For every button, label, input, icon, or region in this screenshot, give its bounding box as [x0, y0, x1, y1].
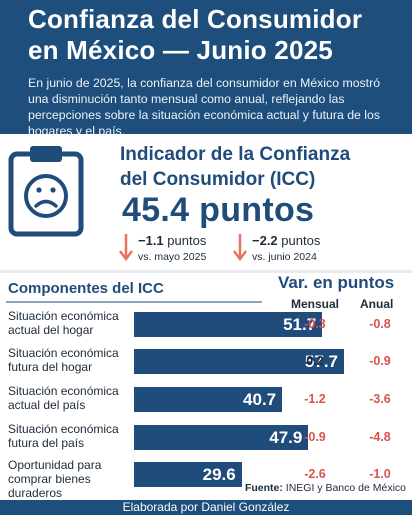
arrow-down-icon: [233, 234, 247, 262]
annual-variation-value: -3.6: [369, 392, 391, 406]
source-text: INEGI y Banco de México: [282, 482, 406, 494]
component-bar: [134, 425, 309, 450]
monthly-variation-value: -2.6: [304, 467, 326, 481]
component-label-line: duraderos: [8, 486, 63, 500]
source-note: Fuente: INEGI y Banco de México: [245, 482, 406, 494]
component-bar-value: 29.6: [202, 465, 236, 484]
footer-credit: Elaborada por Daniel González: [0, 500, 412, 515]
intro-description: En junio de 2025, la confianza del consu…: [28, 76, 381, 138]
monthly-change-unit: puntos: [167, 233, 207, 248]
component-label: Situación económica actual del hogar: [8, 309, 134, 337]
monthly-change-reference: vs. mayo 2025: [138, 251, 207, 263]
monthly-variation-value: -1.2: [304, 392, 326, 406]
annual-variation-value: -0.9: [369, 354, 391, 368]
component-label-line: actual del hogar: [8, 323, 94, 337]
annual-variation-value: -4.8: [369, 430, 391, 444]
annual-change-reference: vs. junio 2024: [252, 251, 317, 263]
icc-title-line-1: Indicador de la Confianza: [120, 144, 351, 165]
component-label: Situación económica futura del país: [8, 422, 134, 450]
component-label: Oportunidad para comprar bienes duraderos: [8, 458, 134, 500]
component-bar: [134, 387, 283, 412]
component-bar: [134, 462, 242, 487]
component-label-line: actual del país: [8, 398, 86, 412]
component-bar: [134, 349, 345, 374]
icc-value: 45.4 puntos: [122, 191, 315, 229]
component-label-line: Situación económica: [8, 384, 119, 398]
annual-change: −2.2 puntos vs. junio 2024: [232, 232, 352, 266]
sad-face-clipboard-icon: [8, 146, 84, 237]
title-line-1: Confianza del Consumidor: [28, 4, 363, 34]
page-title: Confianza del Consumidor en México — Jun…: [28, 4, 398, 66]
monthly-variation-value: -0.3: [304, 317, 326, 331]
component-label: Situación económica actual del país: [8, 384, 134, 412]
component-label-line: Situación económica: [8, 309, 119, 323]
component-label-line: futura del país: [8, 436, 85, 450]
annual-change-number: −2.2: [252, 233, 278, 248]
source-label: Fuente:: [244, 482, 283, 494]
component-label-line: comprar bienes: [8, 472, 91, 486]
monthly-change-value: −1.1 puntos: [138, 233, 206, 248]
component-bar-value: 57.7: [304, 352, 339, 371]
header-banner: Confianza del Consumidor en México — Jun…: [0, 0, 412, 138]
components-panel: Componentes del ICC Var. en puntos Mensu…: [0, 270, 412, 503]
component-bar-value: 47.9: [269, 428, 303, 447]
components-title: Componentes del ICC: [8, 280, 164, 297]
components-divider: [6, 301, 262, 303]
column-header-mensual: Mensual: [291, 297, 340, 311]
component-label-line: futura del hogar: [8, 360, 93, 374]
annual-variation-value: -0.8: [369, 317, 391, 331]
monthly-variation-value: 0.2: [306, 354, 324, 368]
title-line-2: en México — Junio 2025: [28, 35, 333, 65]
icc-panel: Indicador de la Confianza del Consumidor…: [0, 134, 412, 270]
icc-title-line-2: del Consumidor (ICC): [120, 169, 316, 190]
monthly-change-number: −1.1: [138, 233, 164, 248]
arrow-down-icon: [119, 234, 133, 262]
icc-title: Indicador de la Confianza del Consumidor…: [120, 142, 350, 192]
component-label-line: Oportunidad para: [8, 458, 102, 472]
component-label-line: Situación económica: [8, 346, 119, 360]
component-label-line: Situación económica: [8, 422, 119, 436]
monthly-change: −1.1 puntos vs. mayo 2025: [118, 232, 228, 266]
annual-change-value: −2.2 puntos: [252, 233, 320, 248]
component-bar-value: 40.7: [243, 390, 277, 409]
component-bar-value: 51.7: [283, 315, 317, 334]
column-header-anual: Anual: [360, 297, 394, 311]
component-bar: [134, 312, 323, 337]
variation-title: Var. en puntos: [278, 273, 395, 292]
annual-variation-value: -1.0: [369, 467, 391, 481]
component-label: Situación económica futura del hogar: [8, 346, 134, 374]
monthly-variation-value: -0.9: [304, 430, 326, 444]
annual-change-unit: puntos: [281, 233, 321, 248]
